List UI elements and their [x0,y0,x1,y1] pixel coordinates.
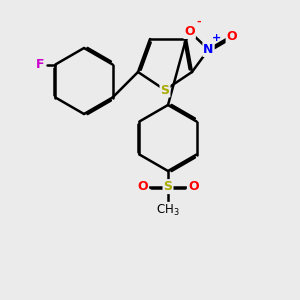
Text: -: - [196,16,201,26]
Text: +: + [212,33,221,43]
Text: S: S [164,180,172,193]
Text: N: N [203,43,214,56]
Text: O: O [137,180,148,193]
Text: O: O [188,180,199,193]
Text: CH$_3$: CH$_3$ [156,202,180,217]
Text: F: F [36,58,45,71]
Text: S: S [160,83,169,97]
Text: O: O [184,25,195,38]
Text: O: O [226,30,237,43]
